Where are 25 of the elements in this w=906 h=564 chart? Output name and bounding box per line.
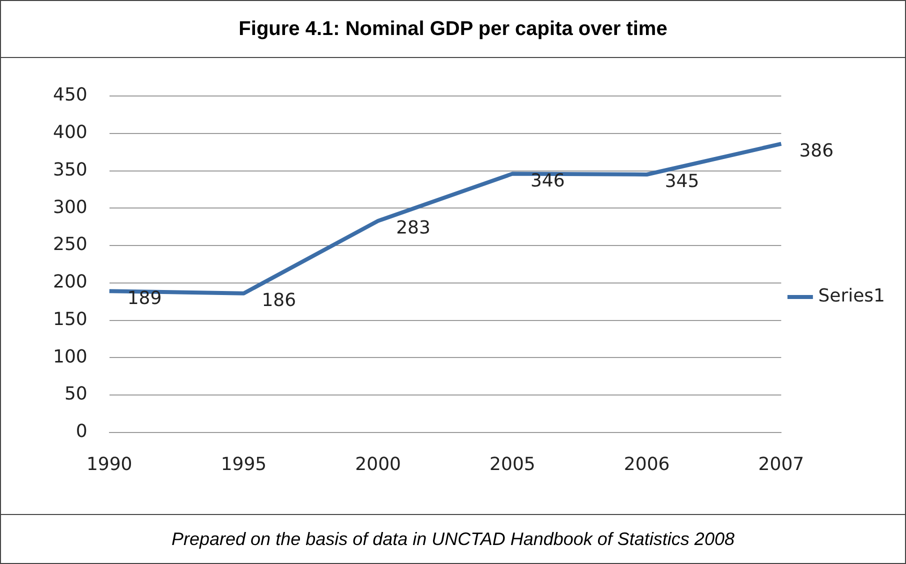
data-label: 346 <box>530 170 565 192</box>
y-tick-label: 350 <box>52 159 88 180</box>
y-tick-label: 0 <box>76 421 88 442</box>
y-tick-label: 250 <box>52 234 88 256</box>
y-tick-label: 400 <box>52 122 88 144</box>
text: Prepared on the basis of data in UNCTAD Handbook of Statistics 2008 <box>1 514 905 563</box>
legend-label: Series1 <box>818 286 886 307</box>
data-label: 386 <box>799 140 834 162</box>
x-tick-label: 2006 <box>624 454 670 475</box>
x-tick-label: 1995 <box>220 454 267 475</box>
data-label: 186 <box>262 290 296 312</box>
data-label: 345 <box>664 171 700 192</box>
y-tick-label: 100 <box>52 346 88 368</box>
y-tick-label: 300 <box>52 196 88 218</box>
x-tick-label: 2000 <box>355 454 401 475</box>
data-label: 189 <box>127 288 162 309</box>
x-tick-label: 1990 <box>86 454 132 475</box>
y-tick-label: 50 <box>64 384 88 405</box>
chart-title: Figure 4.1: Nominal GDP per capita over time <box>1 1 905 58</box>
y-tick-label: 150 <box>52 308 88 330</box>
y-tick-label: 200 <box>52 272 88 293</box>
x-tick-label: 2007 <box>758 454 804 475</box>
data-label: 283 <box>396 218 430 239</box>
y-tick-label: 450 <box>52 84 88 106</box>
x-tick-label: 2005 <box>490 454 536 475</box>
